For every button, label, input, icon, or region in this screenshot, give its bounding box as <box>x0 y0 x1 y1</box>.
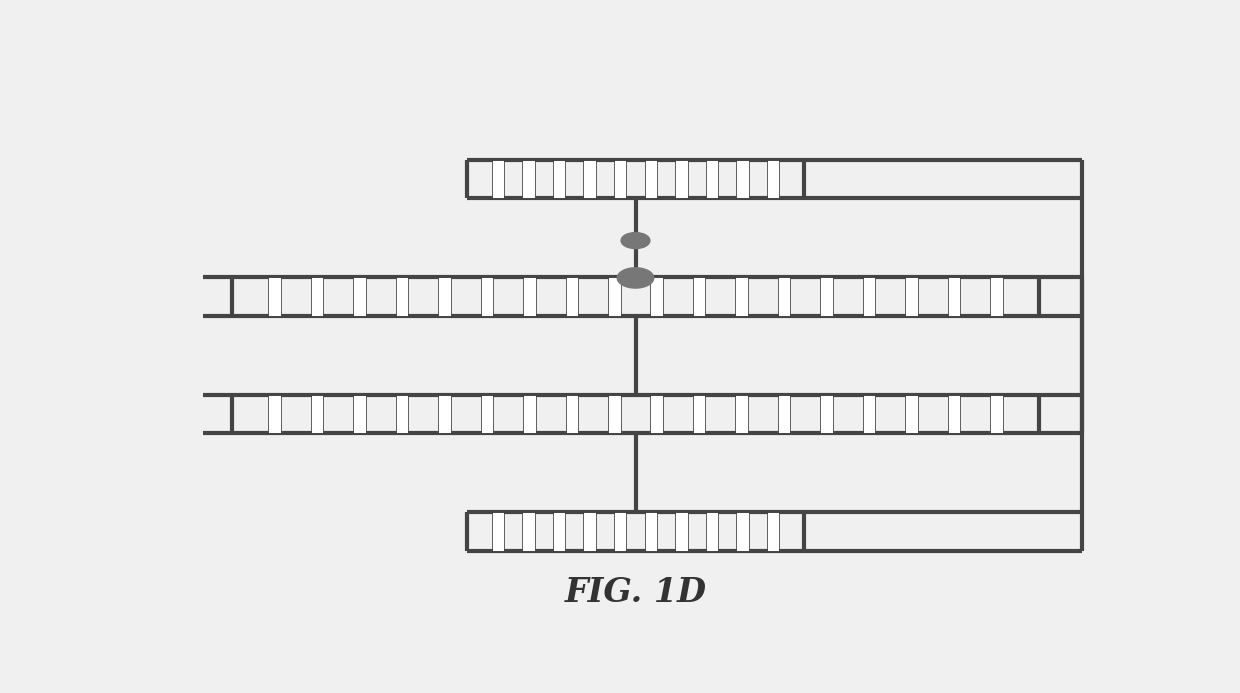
Bar <box>523 277 536 316</box>
Bar <box>821 277 833 316</box>
Bar <box>310 277 324 316</box>
Bar <box>905 277 918 316</box>
Bar <box>905 395 918 433</box>
Bar <box>268 277 280 316</box>
Bar <box>863 277 875 316</box>
Bar <box>614 160 626 198</box>
Bar <box>481 395 494 433</box>
Bar <box>522 160 534 198</box>
Bar <box>268 395 280 433</box>
Bar <box>947 277 961 316</box>
Bar <box>706 160 718 198</box>
Bar <box>645 160 657 198</box>
Bar <box>675 512 688 551</box>
Bar <box>693 395 706 433</box>
Bar <box>766 160 780 198</box>
Bar <box>396 395 408 433</box>
Circle shape <box>618 267 653 288</box>
Bar <box>706 512 718 551</box>
Bar <box>523 395 536 433</box>
Bar <box>481 277 494 316</box>
Bar <box>353 277 366 316</box>
Bar <box>735 395 748 433</box>
Bar <box>491 160 505 198</box>
Bar <box>565 277 578 316</box>
Bar <box>991 395 1003 433</box>
Bar <box>693 277 706 316</box>
Bar <box>353 395 366 433</box>
Bar <box>863 395 875 433</box>
Bar <box>565 395 578 433</box>
Bar <box>583 512 596 551</box>
Bar <box>396 277 408 316</box>
Bar <box>522 512 534 551</box>
Bar <box>766 512 780 551</box>
Bar <box>608 395 620 433</box>
Bar <box>651 395 663 433</box>
Bar <box>675 160 688 198</box>
Bar <box>438 395 450 433</box>
Bar <box>553 160 565 198</box>
Bar <box>777 277 790 316</box>
Bar <box>737 160 749 198</box>
Bar <box>491 512 505 551</box>
Circle shape <box>621 233 650 249</box>
Bar <box>821 395 833 433</box>
Bar <box>735 277 748 316</box>
Text: FIG. 1D: FIG. 1D <box>564 576 707 608</box>
Bar <box>310 395 324 433</box>
Bar <box>991 277 1003 316</box>
Bar <box>614 512 626 551</box>
Bar <box>553 512 565 551</box>
Bar <box>777 395 790 433</box>
Bar <box>651 277 663 316</box>
Bar <box>645 512 657 551</box>
Bar <box>737 512 749 551</box>
Bar <box>608 277 620 316</box>
Bar <box>947 395 961 433</box>
Bar <box>438 277 450 316</box>
Bar <box>583 160 596 198</box>
